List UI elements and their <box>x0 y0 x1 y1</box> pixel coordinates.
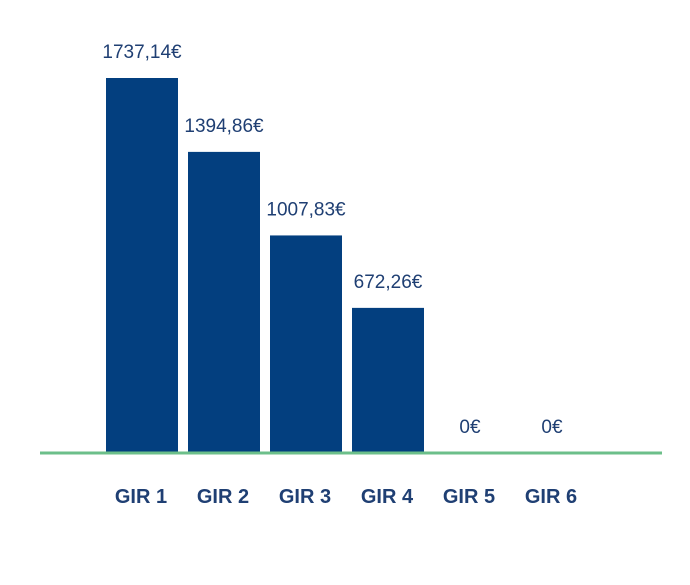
bar-gir-3 <box>270 235 342 453</box>
category-label-gir-6: GIR 6 <box>525 486 577 508</box>
category-label-gir-4: GIR 4 <box>361 486 414 508</box>
value-labels-group: 1737,14€ 1394,86€ 1007,83€ 672,26€ 0€ 0€ <box>102 42 563 438</box>
bar-gir-2 <box>188 151 260 454</box>
value-label-gir-6: 0€ <box>541 417 563 438</box>
category-label-gir-5: GIR 5 <box>443 486 495 508</box>
category-label-gir-1: GIR 1 <box>115 486 167 508</box>
value-label-gir-1: 1737,14€ <box>102 42 182 63</box>
category-labels-group: GIR 1 GIR 2 GIR 3 GIR 4 GIR 5 GIR 6 <box>115 486 577 508</box>
value-label-gir-4: 672,26€ <box>354 272 423 293</box>
bar-gir-4 <box>352 307 424 453</box>
value-label-gir-3: 1007,83€ <box>266 199 346 220</box>
value-label-gir-2: 1394,86€ <box>184 116 264 137</box>
bar-gir-1 <box>106 78 178 453</box>
category-label-gir-3: GIR 3 <box>279 486 331 508</box>
value-label-gir-5: 0€ <box>459 417 481 438</box>
bars-group <box>106 78 424 454</box>
category-label-gir-2: GIR 2 <box>197 486 249 508</box>
